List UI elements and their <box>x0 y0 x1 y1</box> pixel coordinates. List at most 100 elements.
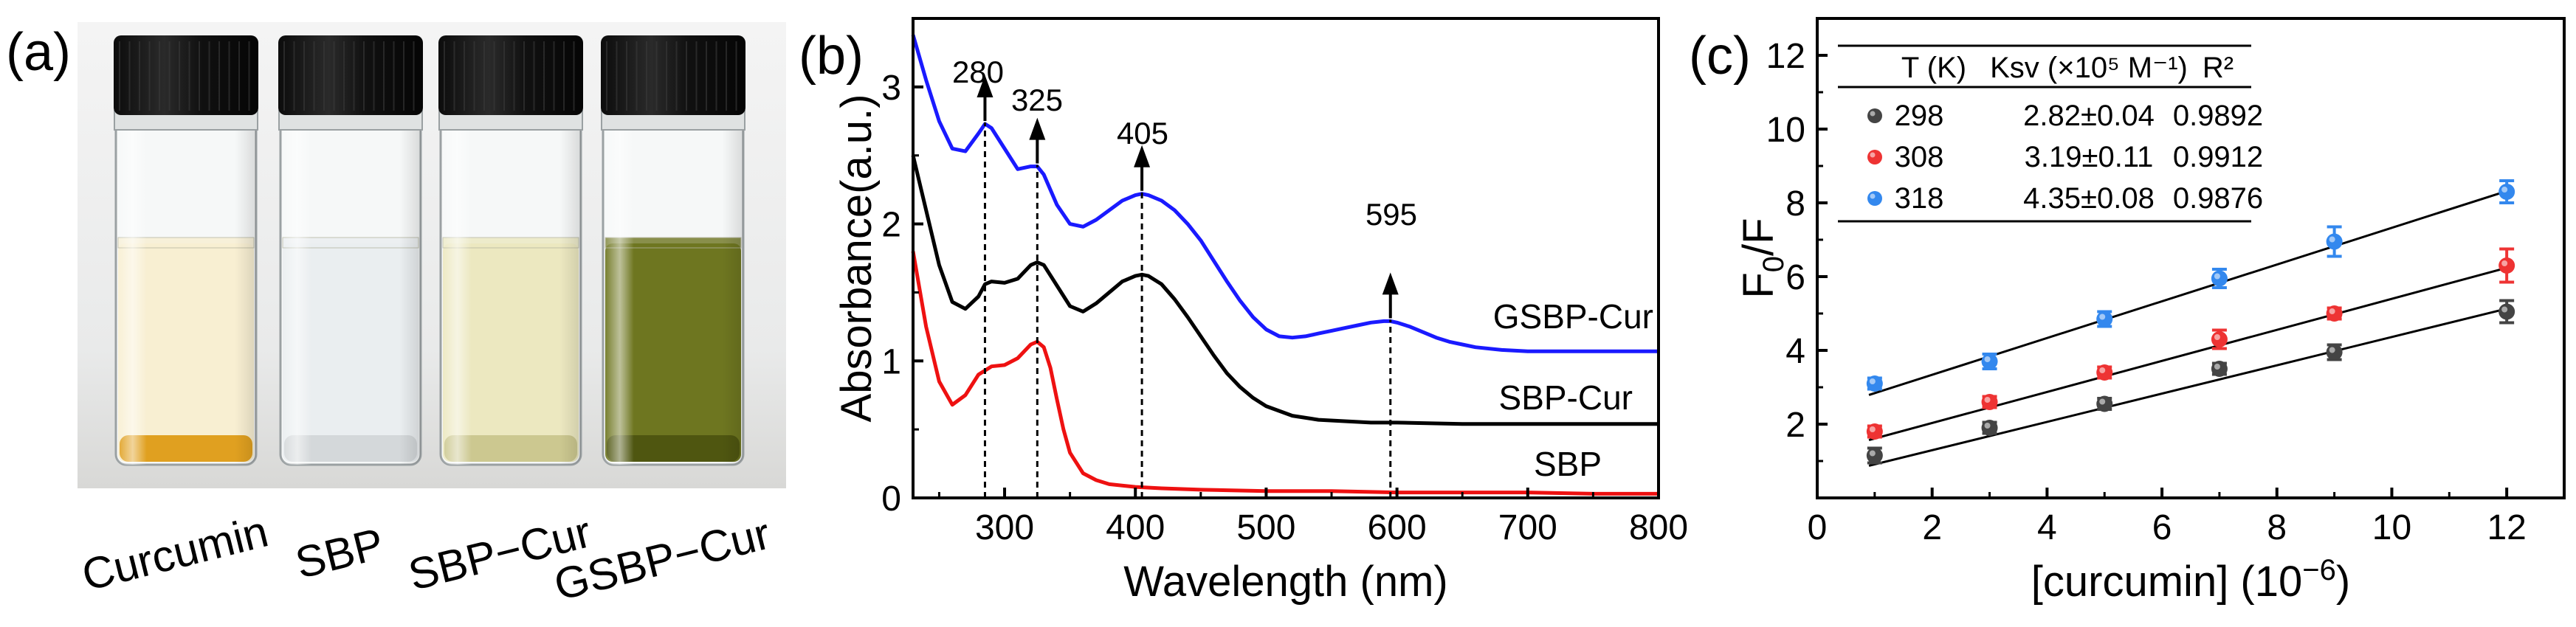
series-line-SBP-Cur <box>911 155 1659 426</box>
data-point <box>2211 361 2228 377</box>
vials <box>114 35 745 466</box>
data-point <box>2211 270 2228 287</box>
x-tick-label: 700 <box>1498 508 1557 547</box>
annotation-arrow-head <box>1382 272 1399 295</box>
data-point-highlight <box>1984 356 1991 362</box>
panel-a-label: (a) <box>6 23 71 82</box>
x-tick-label: 12 <box>2487 508 2526 547</box>
vial-0 <box>114 35 258 466</box>
series-label-1: SBP-Cur <box>1499 378 1633 417</box>
vial-1 <box>278 35 423 466</box>
series-label-0: GSBP-Cur <box>1493 297 1653 336</box>
sv-y-label: F0/F <box>1735 218 1790 298</box>
vial-2 <box>438 35 583 466</box>
x-tick-label: 6 <box>2152 508 2172 547</box>
sv-y-label-sub: 0 <box>1757 256 1790 272</box>
sv-plot-frame <box>1816 17 2566 499</box>
uv-x-label: Wavelength (nm) <box>1123 558 1447 606</box>
data-point-highlight <box>2501 187 2508 193</box>
y-tick-label: 3 <box>881 69 901 108</box>
table-cell-t: 308 <box>1895 141 1944 173</box>
data-point-highlight <box>2214 273 2220 280</box>
data-point-highlight <box>2214 334 2220 340</box>
x-tick-label: 4 <box>2037 508 2057 547</box>
data-point <box>1866 447 1883 464</box>
table-row-marker <box>1867 150 1882 164</box>
data-point-highlight <box>1869 378 1876 384</box>
sv-table: T (K) Ksv (×10⁵ M⁻¹) R² 298 2.82±0.04 0.9892 3… <box>1838 44 2263 223</box>
fit-line <box>1868 188 2513 396</box>
panel-b-label: (b) <box>799 27 864 86</box>
table-cell-r2: 0.9892 <box>2173 100 2263 132</box>
table-row-marker-highlight <box>1870 111 1876 117</box>
table-row-marker-highlight <box>1870 152 1876 158</box>
series-line-SBP <box>911 251 1659 496</box>
y-tick-label: 10 <box>1766 111 1805 150</box>
data-point <box>2096 364 2113 381</box>
y-tick-label: 2 <box>1785 406 1805 445</box>
data-point-highlight <box>2099 367 2106 373</box>
data-point <box>2498 303 2515 320</box>
data-point <box>2096 311 2113 328</box>
table-cell-t: 298 <box>1895 100 1944 132</box>
y-tick-label: 1 <box>881 342 901 381</box>
data-point <box>2211 331 2228 347</box>
data-point-highlight <box>2501 306 2508 313</box>
panel-c-label: (c) <box>1689 27 1751 86</box>
series-298 <box>1866 299 2515 467</box>
x-tick-label: 2 <box>1922 508 1942 547</box>
x-tick-label: 800 <box>1629 508 1688 547</box>
data-point-highlight <box>1984 423 1991 429</box>
table-row-marker-highlight <box>1870 193 1876 199</box>
uv-axes: 300 400 500 600 700 800 0 1 2 3 <box>881 69 1688 547</box>
series-label-2: SBP <box>1534 445 1602 483</box>
x-tick-label: 10 <box>2372 508 2411 547</box>
data-point-highlight <box>2099 314 2106 320</box>
table-row-marker <box>1867 108 1882 123</box>
annotation-arrow-head <box>1029 117 1046 140</box>
x-tick-label: 400 <box>1106 508 1165 547</box>
annotation-label: 405 <box>1117 116 1168 150</box>
data-point-highlight <box>1869 426 1876 432</box>
data-point-highlight <box>2099 398 2106 405</box>
panel-c: (c) 0 2 4 6 8 10 12 2 4 6 8 10 12 T (K) Ksv (×10⁵ M⁻¹… <box>1689 17 2566 606</box>
uv-curves: GSBP-Cur SBP-Cur SBP <box>911 34 1659 496</box>
table-cell-t: 318 <box>1895 182 1944 215</box>
x-tick-label: 0 <box>1808 508 1828 547</box>
vial-label-1: SBP <box>291 519 389 588</box>
data-point-highlight <box>2501 260 2508 266</box>
data-point <box>2326 344 2343 361</box>
data-point-highlight <box>2329 236 2335 243</box>
vial-shine <box>280 118 421 465</box>
series-308 <box>1866 247 2515 442</box>
x-tick-label: 300 <box>975 508 1034 547</box>
vial-label-0: Curcumin <box>77 507 272 600</box>
vial-shine <box>441 118 581 465</box>
y-tick-label: 6 <box>1785 258 1805 297</box>
vial-cap <box>601 35 745 115</box>
sv-x-label-sup: −6 <box>2302 554 2336 586</box>
sv-x-label-end: ) <box>2336 558 2350 606</box>
table-row-marker <box>1867 191 1882 206</box>
x-tick-label: 8 <box>2267 508 2287 547</box>
sv-x-label: [curcumin] (10−6) <box>2031 554 2350 606</box>
data-point <box>1866 375 1883 392</box>
sv-y-label-main: F <box>1735 272 1783 298</box>
annotation-label: 280 <box>952 55 1004 89</box>
y-tick-label: 2 <box>881 206 901 245</box>
y-tick-label: 4 <box>1785 332 1805 371</box>
sv-y-label-end: /F <box>1735 218 1783 256</box>
data-point-highlight <box>1869 450 1876 457</box>
annotation-label: 595 <box>1366 197 1417 232</box>
data-point <box>2326 233 2343 250</box>
uv-y-label: Absorbance(a.u.) <box>833 94 881 423</box>
data-point-highlight <box>1984 397 1991 403</box>
table-cell-r2: 0.9876 <box>2173 182 2263 215</box>
table-cell-ksv: 3.19±0.11 <box>2025 141 2154 173</box>
table-header-2: R² <box>2203 52 2234 84</box>
data-point <box>1981 420 1998 436</box>
